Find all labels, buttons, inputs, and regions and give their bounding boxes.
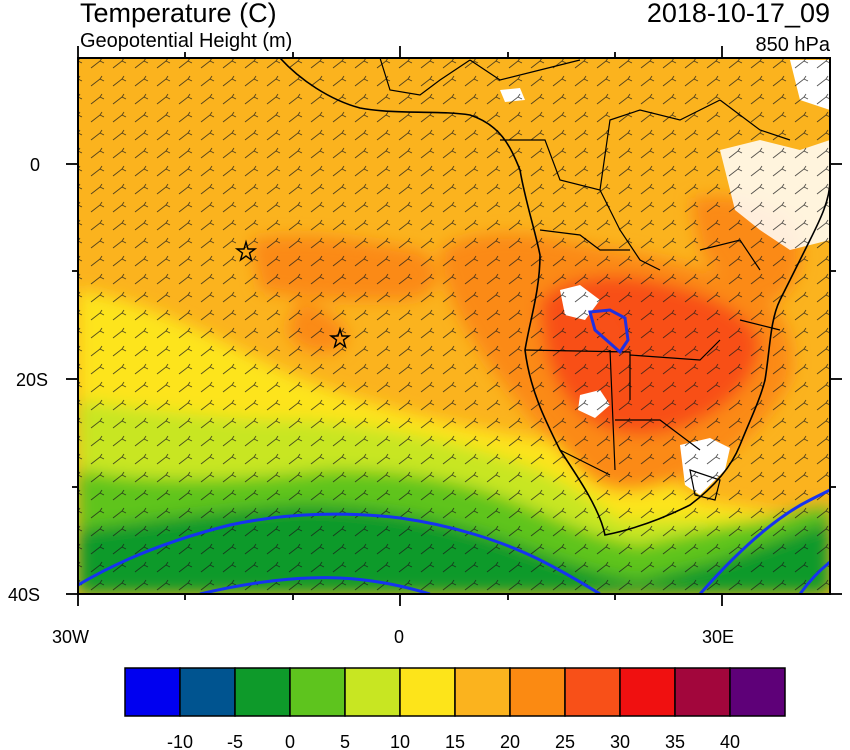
colorbar-swatch <box>124 667 181 717</box>
map-frame <box>77 57 831 595</box>
colorbar-swatch <box>289 667 346 717</box>
chart-subtitle: Geopotential Height (m) <box>80 30 293 52</box>
colorbar-swatch <box>399 667 456 717</box>
star-marker <box>234 239 258 262</box>
colorbar-label: 5 <box>340 732 350 750</box>
colorbar-swatch <box>619 667 676 717</box>
colorbar-label: 0 <box>285 732 295 750</box>
lat-label-40s: 40S <box>8 585 40 605</box>
colorbar-swatch <box>234 667 291 717</box>
temperature-field <box>78 58 830 594</box>
colorbar-label: 10 <box>390 732 410 750</box>
colorbar-swatch <box>564 667 621 717</box>
pressure-level: 850 hPa <box>755 34 830 56</box>
lon-label-30e: 30E <box>702 627 734 647</box>
colorbar-swatch <box>179 667 236 717</box>
star-marker <box>328 326 352 349</box>
colorbar-swatch <box>344 667 401 717</box>
colorbar-label: 15 <box>445 732 465 750</box>
colorbar-swatch <box>674 667 731 717</box>
axis-ticks <box>66 46 842 606</box>
colorbar-swatch <box>729 667 786 717</box>
colorbar-label: -10 <box>167 732 193 750</box>
chart-title: Temperature (C) <box>80 0 277 28</box>
lon-label-30w: 30W <box>52 627 89 647</box>
colorbar-label: 20 <box>500 732 520 750</box>
colorbar: -10 -5 0 5 10 15 20 25 30 35 40 <box>124 667 786 750</box>
colorbar-label: -5 <box>227 732 243 750</box>
colorbar-swatch <box>509 667 566 717</box>
colorbar-label: 30 <box>610 732 630 750</box>
valid-datetime: 2018-10-17_09 <box>646 0 830 28</box>
lat-label-0: 0 <box>30 155 40 175</box>
colorbar-label: 25 <box>555 732 575 750</box>
colorbar-label: 40 <box>720 732 740 750</box>
lon-label-0: 0 <box>394 627 404 647</box>
colorbar-label: 35 <box>665 732 685 750</box>
lat-label-20s: 20S <box>16 370 48 390</box>
colorbar-swatch <box>454 667 511 717</box>
